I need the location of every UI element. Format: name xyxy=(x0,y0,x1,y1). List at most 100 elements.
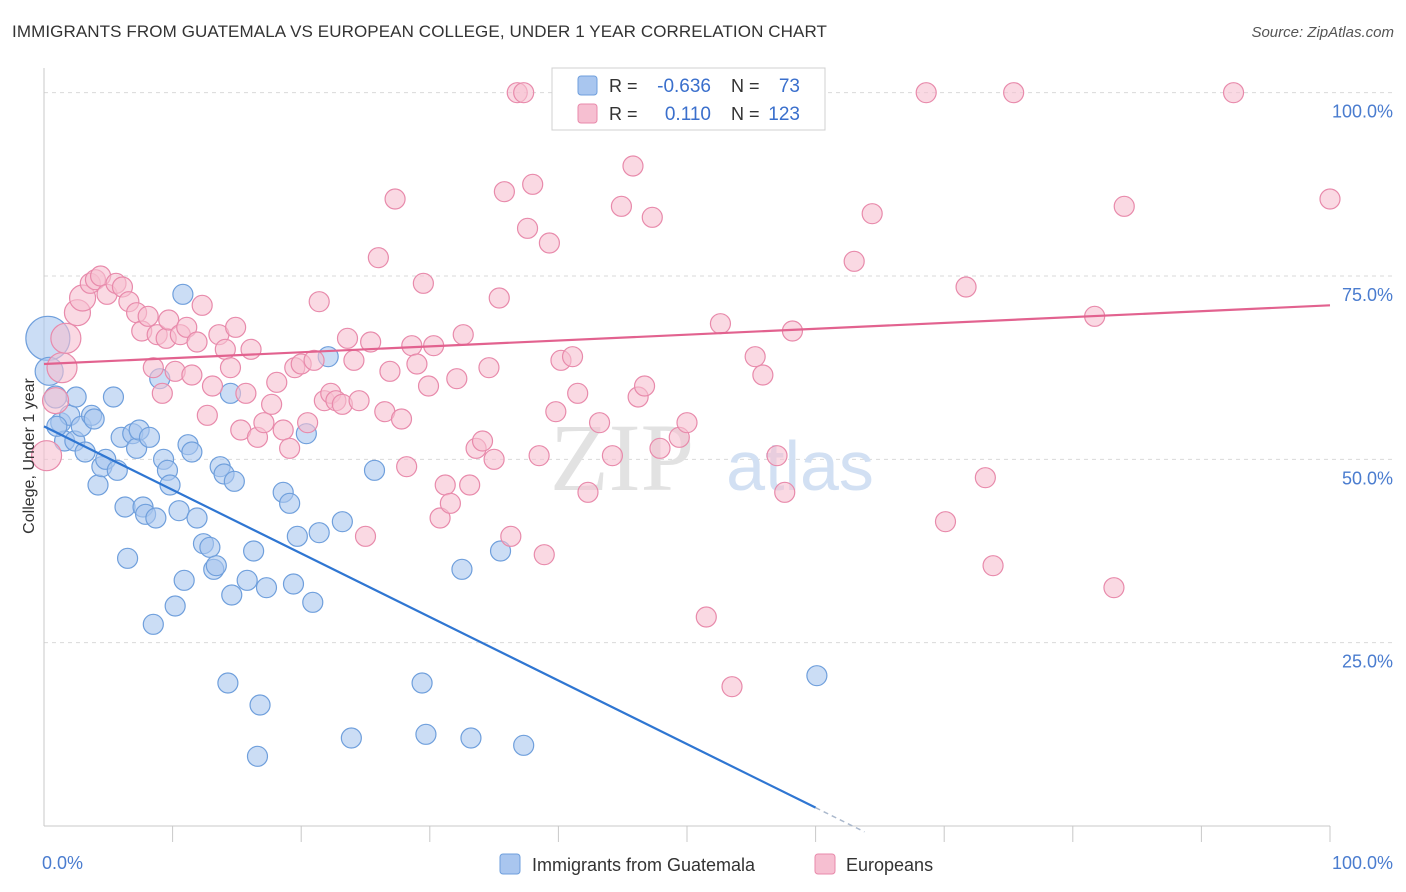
guatemala-point xyxy=(282,573,305,595)
europeans-point xyxy=(1113,195,1135,217)
legend-r-label-pink: R = xyxy=(609,104,638,124)
europeans-point xyxy=(1222,82,1245,104)
europeans-point xyxy=(843,250,865,272)
legend-r-value-blue: -0.636 xyxy=(657,76,711,97)
europeans-point xyxy=(513,82,535,104)
guatemala-point xyxy=(340,727,362,749)
europeans-point xyxy=(261,393,283,415)
legend-n-label-pink: N = xyxy=(731,104,760,124)
europeans-point xyxy=(429,507,451,529)
europeans-point xyxy=(390,408,413,430)
source-credit: Source: ZipAtlas.com xyxy=(1251,24,1394,41)
europeans-point xyxy=(297,412,319,434)
europeans-point xyxy=(266,371,288,393)
guatemala-point xyxy=(217,672,239,694)
x-tick-label-min: 0.0% xyxy=(42,853,83,873)
guatemala-point xyxy=(223,470,245,492)
guatemala-point xyxy=(243,540,265,562)
europeans-point xyxy=(934,511,957,533)
europeans-point xyxy=(201,375,224,397)
europeans-point xyxy=(561,346,584,368)
europeans-point xyxy=(272,419,294,441)
europeans-point xyxy=(41,387,70,415)
europeans-point xyxy=(446,368,468,390)
guatemala-point xyxy=(164,595,186,617)
europeans-point xyxy=(538,232,560,254)
europeans-point xyxy=(367,247,389,269)
europeans-point xyxy=(360,331,382,353)
europeans-point xyxy=(774,481,796,503)
series-guatemala-points xyxy=(25,283,828,767)
europeans-point xyxy=(137,305,159,327)
europeans-point xyxy=(709,313,732,335)
guatemala-point xyxy=(460,727,482,749)
watermark-atlas: atlas xyxy=(726,427,874,505)
guatemala-point xyxy=(249,694,271,716)
europeans-point xyxy=(308,291,330,313)
legend-bottom-label-pink: Europeans xyxy=(846,855,933,875)
europeans-point xyxy=(225,316,247,338)
guatemala-point xyxy=(186,507,208,529)
europeans-point xyxy=(649,437,671,459)
europeans-point xyxy=(158,309,180,331)
europeans-point xyxy=(181,364,203,386)
guatemala-point xyxy=(286,525,308,547)
legend-n-label-blue: N = xyxy=(731,76,760,96)
europeans-point xyxy=(488,287,510,309)
europeans-point xyxy=(176,316,198,338)
europeans-point xyxy=(601,445,624,467)
legend-swatch-blue xyxy=(577,75,598,96)
guatemala-point xyxy=(205,555,227,577)
y-tick-label-50: 50.0% xyxy=(1342,468,1393,488)
guatemala-point xyxy=(138,426,161,448)
europeans-point xyxy=(396,456,418,478)
y-tick-label-100: 100.0% xyxy=(1332,102,1393,122)
europeans-point xyxy=(219,357,242,379)
europeans-point xyxy=(434,474,456,496)
guatemala-point xyxy=(308,522,330,544)
europeans-point xyxy=(406,353,428,375)
guatemala-point xyxy=(102,386,125,408)
europeans-point xyxy=(343,349,365,371)
guatemala-point xyxy=(74,441,96,463)
guatemala-point xyxy=(181,441,203,463)
europeans-point xyxy=(766,445,788,467)
guatemala-point xyxy=(279,492,301,514)
europeans-point xyxy=(522,173,544,195)
legend-n-value-blue: 73 xyxy=(779,76,800,97)
gridlines xyxy=(44,92,1392,644)
guatemala-point xyxy=(145,507,167,529)
europeans-point xyxy=(478,357,500,379)
europeans-point xyxy=(191,294,213,316)
europeans-point xyxy=(401,335,423,357)
guatemala-point xyxy=(116,547,139,569)
guatemala-point xyxy=(83,408,105,430)
europeans-point xyxy=(500,525,522,547)
guatemala-point xyxy=(246,745,269,767)
guatemala-point xyxy=(806,665,828,687)
guatemala-point xyxy=(363,459,386,481)
europeans-point xyxy=(439,492,461,514)
europeans-point xyxy=(235,382,257,404)
europeans-point xyxy=(744,346,766,368)
x-tick-label-max: 100.0% xyxy=(1332,853,1393,873)
europeans-point xyxy=(452,324,474,346)
legend-stats: R = -0.636 N = 73 R = 0.110 N = 123 xyxy=(551,67,826,131)
europeans-point xyxy=(752,364,774,386)
guatemala-point xyxy=(331,511,353,533)
europeans-point xyxy=(336,327,359,349)
europeans-point xyxy=(633,375,656,397)
europeans-point xyxy=(384,188,406,210)
legend-r-value-pink: 0.110 xyxy=(665,104,711,125)
guatemala-point xyxy=(451,558,473,580)
europeans-point xyxy=(354,525,377,547)
guatemala-point xyxy=(87,474,109,496)
europeans-point xyxy=(955,276,977,298)
europeans-point xyxy=(1003,82,1025,104)
europeans-point xyxy=(545,401,567,423)
legend-r-label-blue: R = xyxy=(609,76,638,96)
guatemala-point xyxy=(65,386,87,408)
guatemala-point xyxy=(255,577,278,599)
trendline-guatemala-extension xyxy=(815,806,865,833)
